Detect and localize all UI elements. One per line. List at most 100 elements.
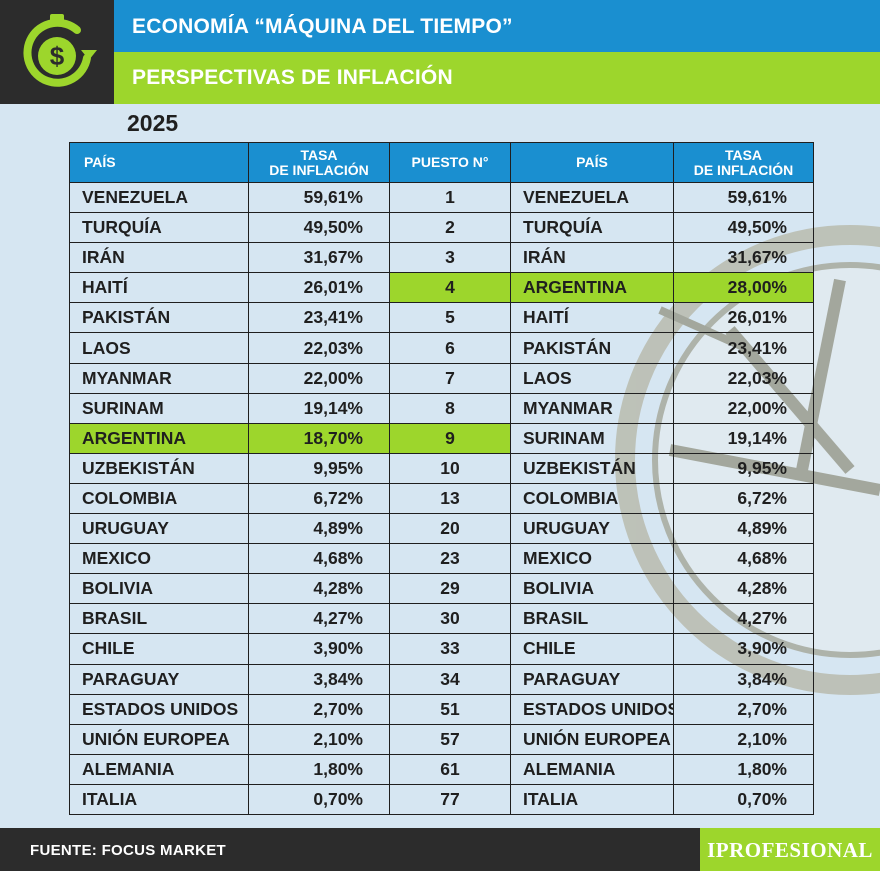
rank-cell: 10: [389, 452, 511, 484]
left-country-cell: SURINAM: [69, 392, 249, 424]
rank-cell: 34: [389, 663, 511, 695]
left-rate-cell: 22,03%: [248, 332, 390, 364]
left-country-cell: MEXICO: [69, 543, 249, 575]
table-row: PARAGUAY 3,84% 34 PARAGUAY 3,84%: [69, 663, 814, 695]
rank-cell: 2: [389, 212, 511, 244]
left-country-cell: MYANMAR: [69, 362, 249, 394]
right-country-cell: HAITÍ: [510, 302, 674, 334]
page-title: ECONOMÍA “MÁQUINA DEL TIEMPO”: [114, 0, 880, 52]
table-body: VENEZUELA 59,61% 1 VENEZUELA 59,61% TURQUÍA 49…: [69, 181, 814, 815]
table-row: IRÁN 31,67% 3 IRÁN 31,67%: [69, 242, 814, 274]
right-rate-cell: 49,50%: [673, 212, 814, 244]
right-rate-cell: 26,01%: [673, 302, 814, 334]
table-row: UZBEKISTÁN 9,95% 10 UZBEKISTÁN 9,95%: [69, 452, 814, 484]
rank-cell: 61: [389, 753, 511, 785]
right-country-cell: UNIÓN EUROPEA: [510, 723, 674, 755]
rank-cell: 29: [389, 573, 511, 605]
left-rate-cell: 3,90%: [248, 633, 390, 665]
rank-cell: 51: [389, 693, 511, 725]
left-country-cell: VENEZUELA: [69, 181, 249, 214]
left-country-cell: TURQUÍA: [69, 212, 249, 244]
right-rate-cell: 2,10%: [673, 723, 814, 755]
left-rate-cell: 49,50%: [248, 212, 390, 244]
left-rate-cell: 59,61%: [248, 181, 390, 214]
right-rate-cell: 4,27%: [673, 603, 814, 635]
rank-cell: 7: [389, 362, 511, 394]
right-country-cell: VENEZUELA: [510, 181, 674, 214]
left-rate-cell: 1,80%: [248, 753, 390, 785]
table-row: HAITÍ 26,01% 4 ARGENTINA 28,00%: [69, 272, 814, 304]
left-country-cell: COLOMBIA: [69, 482, 249, 515]
right-rate-cell: 59,61%: [673, 181, 814, 214]
left-rate-cell: 2,70%: [248, 693, 390, 725]
left-rate-cell: 2,10%: [248, 723, 390, 755]
table-row: VENEZUELA 59,61% 1 VENEZUELA 59,61%: [69, 181, 814, 214]
header-tasa-right-line2: DE INFLACIÓN: [693, 161, 794, 178]
table-row: URUGUAY 4,89% 20 URUGUAY 4,89%: [69, 513, 814, 545]
right-country-cell: ESTADOS UNIDOS: [510, 693, 674, 725]
left-rate-cell: 9,95%: [248, 452, 390, 484]
right-country-cell: ARGENTINA: [510, 272, 674, 304]
page-subtitle: PERSPECTIVAS DE INFLACIÓN: [114, 52, 880, 104]
right-country-cell: ALEMANIA: [510, 753, 674, 785]
right-rate-cell: 3,90%: [673, 633, 814, 665]
inflation-table: PAÍS TASA DE INFLACIÓN PUESTO N° PAÍS TA…: [69, 142, 814, 815]
right-rate-cell: 23,41%: [673, 332, 814, 364]
right-rate-cell: 31,67%: [673, 242, 814, 274]
table-row: MYANMAR 22,00% 7 LAOS 22,03%: [69, 362, 814, 394]
year-label: 2025: [127, 110, 179, 136]
right-country-cell: PAKISTÁN: [510, 332, 674, 364]
table-row: COLOMBIA 6,72% 13 COLOMBIA 6,72%: [69, 482, 814, 515]
left-rate-cell: 31,67%: [248, 242, 390, 274]
header-tasa-left: TASA DE INFLACIÓN: [248, 142, 390, 183]
rank-cell: 6: [389, 332, 511, 364]
right-country-cell: UZBEKISTÁN: [510, 452, 674, 484]
left-rate-cell: 4,28%: [248, 573, 390, 605]
left-rate-cell: 4,68%: [248, 543, 390, 575]
left-rate-cell: 19,14%: [248, 392, 390, 424]
right-rate-cell: 22,03%: [673, 362, 814, 394]
right-country-cell: PARAGUAY: [510, 663, 674, 695]
table-row: LAOS 22,03% 6 PAKISTÁN 23,41%: [69, 332, 814, 364]
rank-cell: 33: [389, 633, 511, 665]
right-rate-cell: 6,72%: [673, 482, 814, 515]
right-country-cell: LAOS: [510, 362, 674, 394]
left-rate-cell: 26,01%: [248, 272, 390, 304]
left-country-cell: ITALIA: [69, 783, 249, 815]
rank-cell: 4: [389, 272, 511, 304]
left-country-cell: BRASIL: [69, 603, 249, 635]
table-row: UNIÓN EUROPEA 2,10% 57 UNIÓN EUROPEA 2,10%: [69, 723, 814, 755]
rank-cell: 3: [389, 242, 511, 274]
right-country-cell: MYANMAR: [510, 392, 674, 424]
right-rate-cell: 19,14%: [673, 422, 814, 454]
left-rate-cell: 18,70%: [248, 422, 390, 454]
rank-cell: 30: [389, 603, 511, 635]
header-tasa-right-line1: TASA: [724, 146, 763, 163]
left-country-cell: UNIÓN EUROPEA: [69, 723, 249, 755]
svg-text:$: $: [50, 41, 65, 71]
table-row: TURQUÍA 49,50% 2 TURQUÍA 49,50%: [69, 212, 814, 244]
left-country-cell: ARGENTINA: [69, 422, 249, 454]
right-rate-cell: 9,95%: [673, 452, 814, 484]
right-country-cell: ITALIA: [510, 783, 674, 815]
right-country-cell: BRASIL: [510, 603, 674, 635]
left-country-cell: UZBEKISTÁN: [69, 452, 249, 484]
left-rate-cell: 0,70%: [248, 783, 390, 815]
left-country-cell: IRÁN: [69, 242, 249, 274]
right-rate-cell: 4,28%: [673, 573, 814, 605]
right-rate-cell: 0,70%: [673, 783, 814, 815]
header-puesto: PUESTO N°: [389, 142, 511, 183]
left-rate-cell: 4,27%: [248, 603, 390, 635]
header-pais-left: PAÍS: [69, 142, 249, 183]
header-tasa-left-line2: DE INFLACIÓN: [269, 161, 369, 178]
left-rate-cell: 22,00%: [248, 362, 390, 394]
right-rate-cell: 28,00%: [673, 272, 814, 304]
table-row: CHILE 3,90% 33 CHILE 3,90%: [69, 633, 814, 665]
left-rate-cell: 6,72%: [248, 482, 390, 515]
right-country-cell: IRÁN: [510, 242, 674, 274]
right-rate-cell: 22,00%: [673, 392, 814, 424]
table-row: ARGENTINA 18,70% 9 SURINAM 19,14%: [69, 422, 814, 454]
left-rate-cell: 3,84%: [248, 663, 390, 695]
rank-cell: 5: [389, 302, 511, 334]
right-country-cell: SURINAM: [510, 422, 674, 454]
